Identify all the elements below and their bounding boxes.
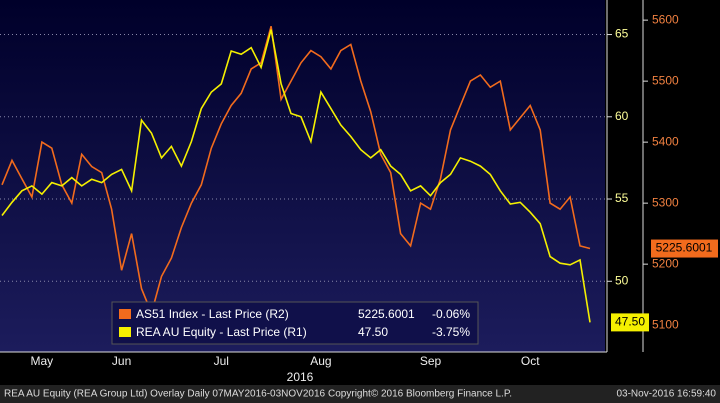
y-tick-label: 55 <box>615 191 629 205</box>
legend-last: 5225.6001 <box>358 307 415 321</box>
legend-label: AS51 Index - Last Price (R2) <box>136 307 289 321</box>
y2-tick-label: 5100 <box>652 317 679 331</box>
legend-swatch <box>119 309 131 319</box>
legend-swatch <box>119 327 131 337</box>
series-line <box>1 25 591 316</box>
x-axis-label: 2016 <box>287 370 314 384</box>
footer-bar <box>0 385 720 403</box>
legend: AS51 Index - Last Price (R2) 5225.6001 -… <box>111 301 479 345</box>
x-tick-label: Aug <box>310 354 331 368</box>
y2-tick-label: 5600 <box>652 12 679 26</box>
y2-tick-label: 5200 <box>652 256 679 270</box>
legend-last: 47.50 <box>358 325 388 339</box>
last-tag-label: 47.50 <box>615 315 645 329</box>
y2-tick-label: 5400 <box>652 134 679 148</box>
footer-left: REA AU Equity (REA Group Ltd) Overlay Da… <box>4 389 326 400</box>
x-tick-label: Jul <box>214 354 229 368</box>
last-tag <box>651 239 718 258</box>
y2-tick-label: 5300 <box>652 195 679 209</box>
legend-change: -0.06% <box>432 307 470 321</box>
plot-area <box>0 0 605 352</box>
legend-label: REA AU Equity - Last Price (R1) <box>136 325 307 339</box>
legend-box <box>111 301 479 345</box>
last-tag <box>611 313 649 332</box>
y-tick-label: 65 <box>615 27 629 41</box>
series-line <box>1 29 591 323</box>
y2-tick-label: 5500 <box>652 73 679 87</box>
y-tick-label: 50 <box>615 273 629 287</box>
footer-right: 03-Nov-2016 16:59:40 <box>616 389 716 400</box>
legend-change: -3.75% <box>432 325 470 339</box>
series-layer <box>0 25 605 323</box>
x-tick-label: May <box>31 354 54 368</box>
x-tick-label: Sep <box>420 354 442 368</box>
footer-center: Copyright© 2016 Bloomberg Finance L.P. <box>328 389 512 400</box>
y-tick-label: 60 <box>615 109 629 123</box>
x-tick-label: Jun <box>112 354 131 368</box>
x-tick-label: Oct <box>521 354 540 368</box>
last-tag-label: 5225.6001 <box>656 241 713 255</box>
